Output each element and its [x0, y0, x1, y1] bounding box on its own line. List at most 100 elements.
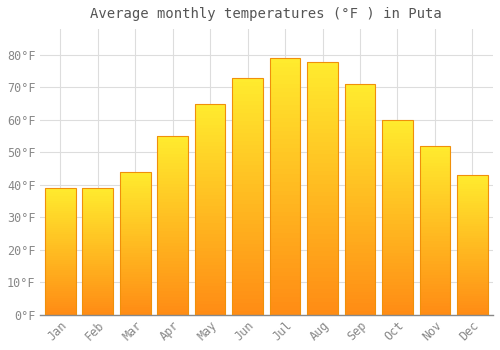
Bar [344, 276, 376, 280]
Bar [307, 247, 338, 251]
Bar [45, 251, 76, 253]
Bar [270, 174, 300, 178]
Bar [270, 238, 300, 242]
Bar [232, 82, 263, 86]
Bar [120, 291, 150, 293]
Title: Average monthly temperatures (°F ) in Puta: Average monthly temperatures (°F ) in Pu… [90, 7, 442, 21]
Bar [195, 191, 226, 195]
Bar [195, 160, 226, 163]
Bar [420, 284, 450, 286]
Bar [120, 281, 150, 284]
Bar [195, 163, 226, 167]
Bar [195, 251, 226, 255]
Bar [270, 105, 300, 110]
Bar [120, 212, 150, 215]
Bar [195, 132, 226, 135]
Bar [158, 148, 188, 151]
Bar [45, 258, 76, 260]
Bar [344, 230, 376, 234]
Bar [195, 216, 226, 220]
Bar [420, 199, 450, 202]
Bar [232, 145, 263, 149]
Bar [420, 146, 450, 149]
Bar [120, 205, 150, 208]
Bar [120, 188, 150, 191]
Bar [382, 269, 413, 272]
Bar [195, 139, 226, 142]
Bar [82, 272, 113, 274]
Bar [120, 246, 150, 248]
Bar [195, 258, 226, 262]
Bar [120, 210, 150, 212]
Bar [344, 107, 376, 111]
Bar [382, 230, 413, 233]
Bar [344, 138, 376, 142]
Bar [120, 229, 150, 231]
Bar [457, 210, 488, 212]
Bar [382, 276, 413, 279]
Bar [344, 192, 376, 196]
Bar [382, 305, 413, 308]
Bar [232, 161, 263, 164]
Bar [232, 90, 263, 93]
Bar [307, 209, 338, 214]
Bar [82, 274, 113, 277]
Bar [82, 253, 113, 256]
Bar [232, 256, 263, 259]
Bar [457, 312, 488, 315]
Bar [382, 139, 413, 142]
Bar [195, 272, 226, 276]
Bar [82, 209, 113, 211]
Bar [82, 249, 113, 251]
Bar [382, 172, 413, 175]
Bar [457, 238, 488, 240]
Bar [120, 224, 150, 226]
Bar [270, 144, 300, 148]
Bar [270, 242, 300, 246]
Bar [307, 62, 338, 66]
Bar [457, 205, 488, 208]
Bar [457, 308, 488, 310]
Bar [45, 234, 76, 237]
Bar [195, 237, 226, 241]
Bar [232, 149, 263, 153]
Bar [307, 294, 338, 298]
Bar [270, 118, 300, 122]
Bar [420, 154, 450, 157]
Bar [158, 145, 188, 148]
Bar [158, 163, 188, 166]
Bar [420, 306, 450, 309]
Bar [270, 63, 300, 67]
Bar [270, 84, 300, 88]
Bar [232, 295, 263, 299]
Bar [270, 195, 300, 199]
Bar [82, 266, 113, 268]
Bar [45, 308, 76, 310]
Bar [382, 126, 413, 130]
Bar [195, 125, 226, 128]
Bar [307, 167, 338, 171]
Bar [457, 175, 488, 177]
Bar [382, 282, 413, 285]
Bar [120, 208, 150, 210]
Bar [420, 253, 450, 256]
Bar [382, 272, 413, 276]
Bar [270, 310, 300, 315]
Bar [195, 104, 226, 107]
Bar [382, 289, 413, 292]
Bar [344, 103, 376, 107]
Bar [344, 169, 376, 173]
Bar [195, 198, 226, 202]
Bar [195, 308, 226, 311]
Bar [307, 125, 338, 129]
Bar [120, 226, 150, 229]
Bar [232, 247, 263, 251]
Bar [457, 252, 488, 254]
Bar [420, 261, 450, 264]
Bar [307, 78, 338, 83]
Bar [195, 135, 226, 139]
Bar [195, 121, 226, 125]
Bar [344, 245, 376, 249]
Bar [158, 237, 188, 240]
Bar [120, 305, 150, 307]
